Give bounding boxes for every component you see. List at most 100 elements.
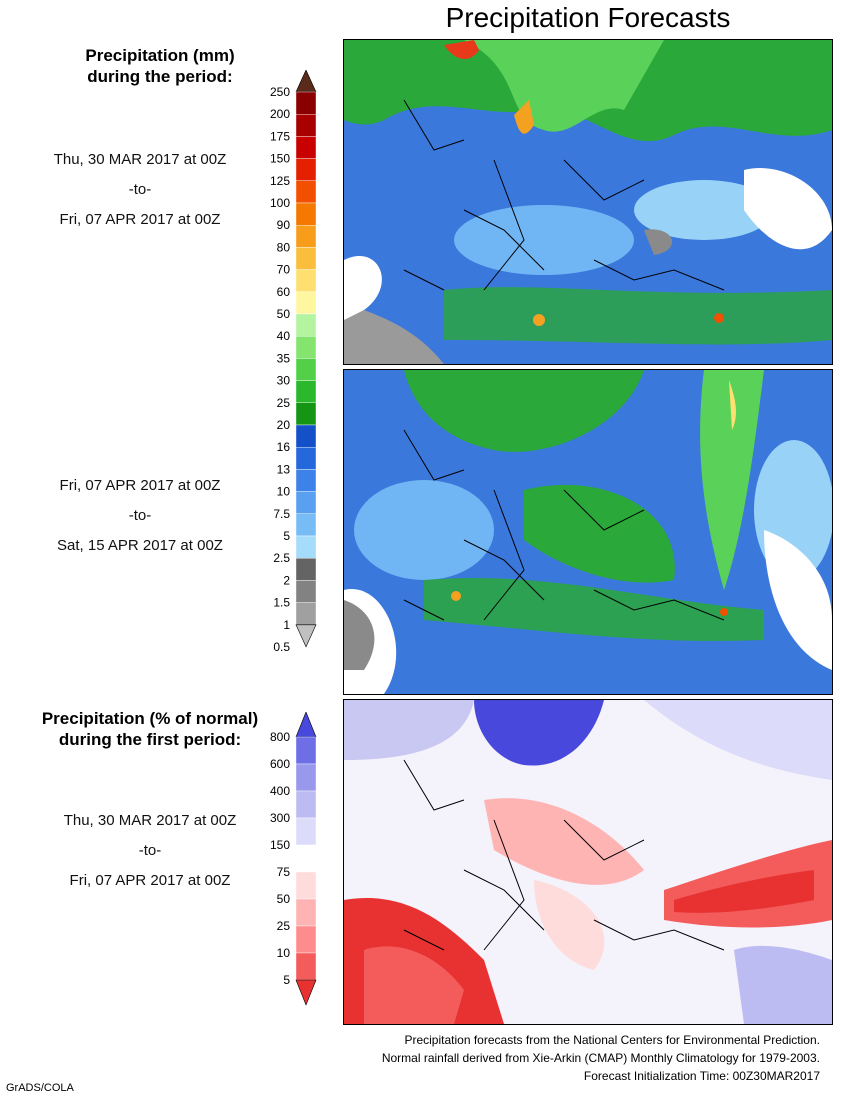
colorbar-swatch xyxy=(295,247,317,270)
colorbar-swatch xyxy=(295,202,317,226)
map-precip-percent-normal-image xyxy=(344,700,832,1024)
colorbar-swatch xyxy=(295,447,317,470)
colorbar-bottom-arrow xyxy=(295,624,317,648)
colorbar-swatch xyxy=(295,424,317,448)
colorbar-tick-label: 600 xyxy=(270,757,290,771)
colorbar-swatch xyxy=(295,898,317,927)
colorbar-swatch xyxy=(295,402,317,426)
colorbar-swatch xyxy=(295,224,317,248)
panel1-period-start: Thu, 30 MAR 2017 at 00Z xyxy=(53,151,227,168)
colorbar-top-arrow xyxy=(295,70,317,93)
colorbar-tick-label: 40 xyxy=(277,329,291,343)
map-precip-period2-image xyxy=(344,370,832,694)
colorbar-tick-label: 300 xyxy=(270,811,290,825)
panel3-period-start: Thu, 30 MAR 2017 at 00Z xyxy=(63,812,237,829)
panel3-period: Thu, 30 MAR 2017 at 00Z -to- Fri, 07 APR… xyxy=(30,806,270,896)
colorbar-swatch xyxy=(295,380,317,404)
colorbar-swatch xyxy=(295,790,317,819)
colorbar-tick-label: 400 xyxy=(270,784,290,798)
colorbar-swatch xyxy=(295,602,317,625)
colorbar-tick-label: 25 xyxy=(277,919,291,933)
colorbar-swatch xyxy=(295,535,317,559)
panel1-period: Thu, 30 MAR 2017 at 00Z -to- Fri, 07 APR… xyxy=(20,145,260,235)
colorbar-tick-label: 60 xyxy=(277,285,291,299)
panel3-period-to: -to- xyxy=(138,842,162,859)
colorbar-swatch xyxy=(295,817,317,846)
colorbar-tick-label: 25 xyxy=(277,396,291,410)
colorbar-swatch xyxy=(295,291,317,315)
colorbar-swatch xyxy=(295,491,317,515)
panel3-heading-line1: Precipitation (% of normal) xyxy=(41,709,259,728)
colorbar-tick-label: 10 xyxy=(277,946,291,960)
colorbar-swatch xyxy=(295,513,317,537)
colorbar-swatch xyxy=(295,336,317,359)
colorbar-tick-label: 35 xyxy=(277,351,291,365)
colorbar-swatch xyxy=(295,925,317,954)
colorbar-tick-label: 100 xyxy=(270,196,290,210)
colorbar-tick-label: 5 xyxy=(283,973,290,987)
colorbar-swatch xyxy=(295,469,317,492)
colorbar-tick-label: 150 xyxy=(270,838,290,852)
footer-notes: Precipitation forecasts from the Nationa… xyxy=(330,1031,820,1085)
panel3-heading-line2: during the first period: xyxy=(58,730,242,749)
colorbar-tick-label: 50 xyxy=(277,307,291,321)
colorbar-swatch xyxy=(295,763,317,792)
colorbar-tick-label: 0.5 xyxy=(273,640,290,654)
panel1-heading-line2: during the period: xyxy=(87,67,233,86)
colorbar-tick-label: 10 xyxy=(277,485,291,499)
colorbar-tick-label: 80 xyxy=(277,240,291,254)
colorbar-swatch xyxy=(295,736,317,765)
colorbar-swatch xyxy=(295,180,317,204)
panel2-period-start: Fri, 07 APR 2017 at 00Z xyxy=(59,477,221,494)
colorbar-tick-label: 2 xyxy=(283,573,290,587)
colorbar-tick-label: 70 xyxy=(277,263,291,277)
colorbar-tick-label: 200 xyxy=(270,107,290,121)
panel1-period-end: Fri, 07 APR 2017 at 00Z xyxy=(59,211,221,228)
colorbar-tick-label: 1 xyxy=(283,618,290,632)
colorbar-tick-label: 175 xyxy=(270,129,290,143)
colorbar-swatch xyxy=(295,313,317,337)
colorbar-tick-label: 250 xyxy=(270,85,290,99)
colorbar-tick-label: 30 xyxy=(277,374,291,388)
colorbar-swatch xyxy=(295,844,317,873)
map-precip-period1-image xyxy=(344,40,832,364)
colorbar-tick-label: 1.5 xyxy=(273,596,290,610)
panel1-heading-line1: Precipitation (mm) xyxy=(85,46,235,65)
panel2-period-to: -to- xyxy=(128,507,152,524)
footer-line-source: Precipitation forecasts from the Nationa… xyxy=(404,1033,820,1047)
colorbar-swatch xyxy=(295,91,317,115)
panel2-period: Fri, 07 APR 2017 at 00Z -to- Sat, 15 APR… xyxy=(20,471,260,561)
colorbar-tick-label: 7.5 xyxy=(273,507,290,521)
colorbar-swatch xyxy=(295,136,317,159)
colorbar-swatch xyxy=(295,158,317,181)
map-precip-period2 xyxy=(343,369,833,695)
colorbar-tick-label: 2.5 xyxy=(273,551,290,565)
grads-credit: GrADS/COLA xyxy=(6,1082,74,1094)
precip-percent-colorbar: 800 600 400 300 150 75 50 25 10 5 xyxy=(270,712,317,1006)
colorbar-tick-label: 150 xyxy=(270,152,290,166)
colorbar-swatch xyxy=(295,871,317,900)
colorbar-swatch xyxy=(295,114,317,137)
panel3-period-end: Fri, 07 APR 2017 at 00Z xyxy=(69,872,231,889)
colorbar-tick-label: 800 xyxy=(270,730,290,744)
colorbar-tick-label: 5 xyxy=(283,529,290,543)
colorbar-tick-label: 16 xyxy=(277,440,291,454)
precip-mm-colorbar: 2502001751501251009080706050403530252016… xyxy=(270,70,317,654)
colorbar-tick-label: 75 xyxy=(277,865,291,879)
colorbar-tick-label: 50 xyxy=(277,892,291,906)
colorbar-tick-label: 125 xyxy=(270,174,290,188)
colorbar-bottom-arrow xyxy=(295,979,317,1006)
colorbar-tick-label: 90 xyxy=(277,218,291,232)
footer-line-init-time: Forecast Initialization Time: 00Z30MAR20… xyxy=(583,1069,820,1083)
colorbar-swatch xyxy=(295,952,317,981)
colorbar-top-arrow xyxy=(295,712,317,738)
colorbar-tick-label: 13 xyxy=(277,462,291,476)
colorbar-tick-label: 20 xyxy=(277,418,291,432)
colorbar-swatch xyxy=(295,580,317,603)
panel1-heading: Precipitation (mm) during the period: xyxy=(40,45,280,87)
footer-line-climatology: Normal rainfall derived from Xie-Arkin (… xyxy=(381,1051,820,1065)
panel1-period-to: -to- xyxy=(128,181,152,198)
map-precip-period1 xyxy=(343,39,833,365)
colorbar-swatch xyxy=(295,358,317,381)
panel3-heading: Precipitation (% of normal) during the f… xyxy=(30,708,270,750)
